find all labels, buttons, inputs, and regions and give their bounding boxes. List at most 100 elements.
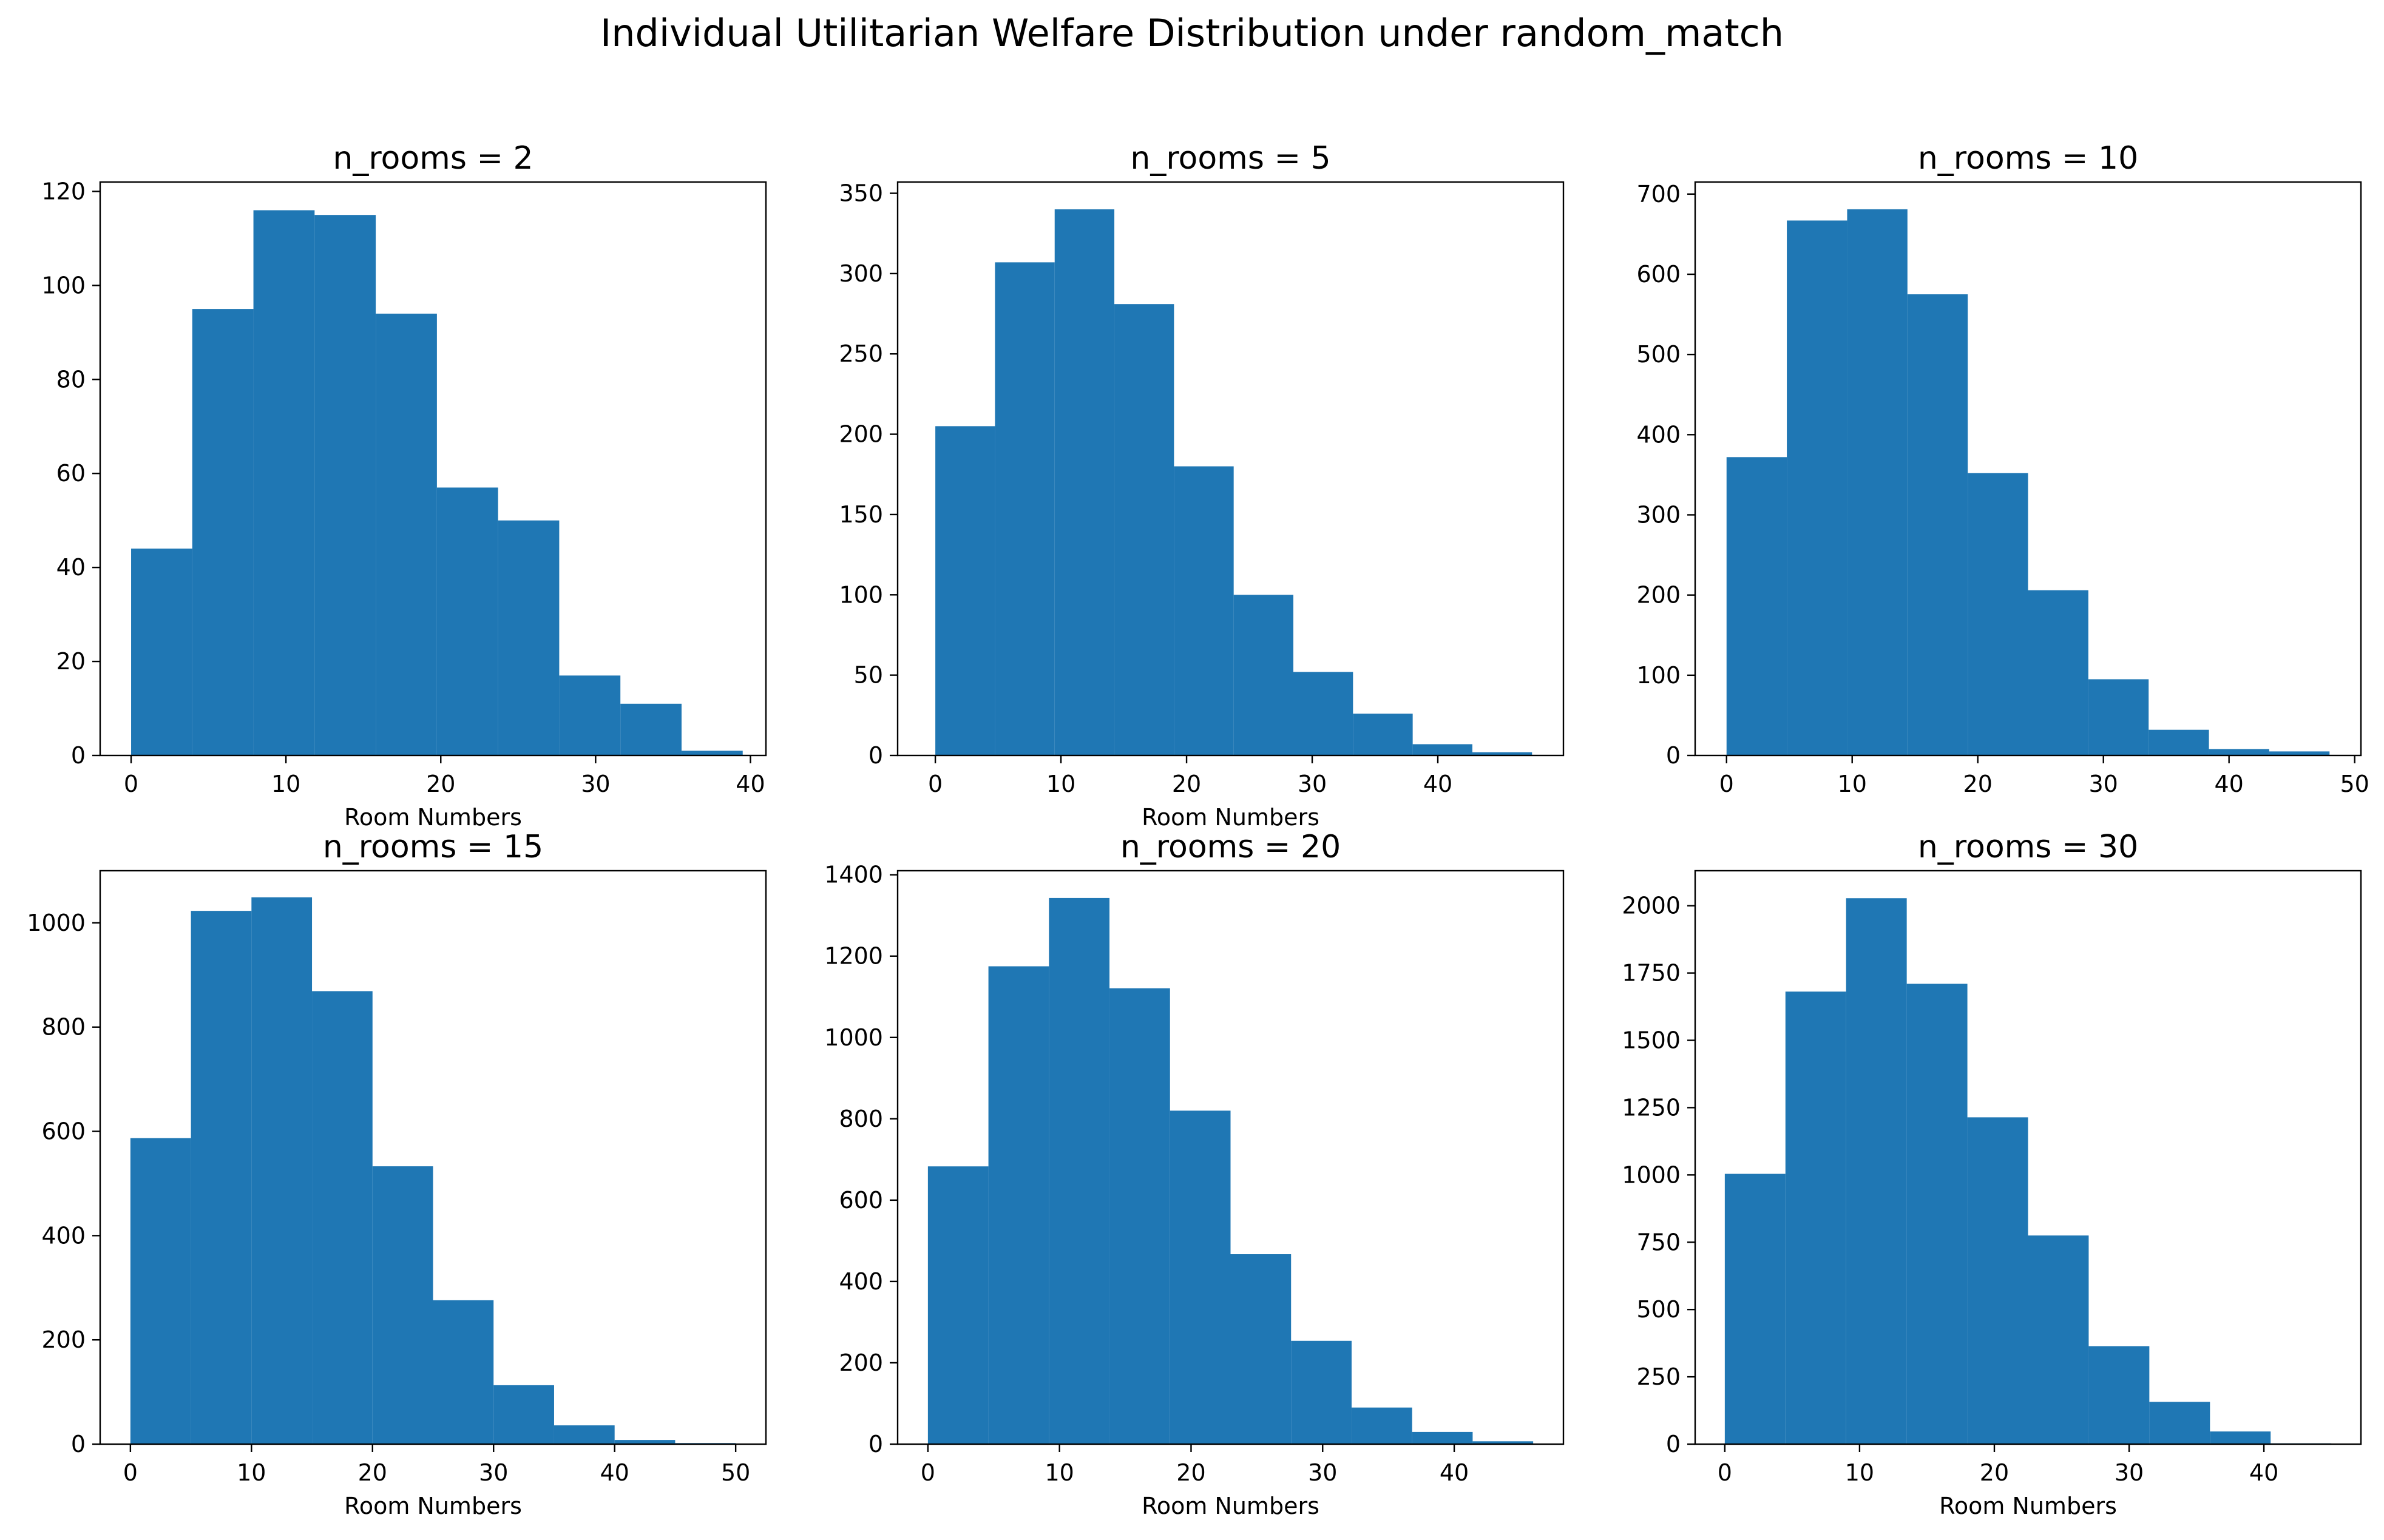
y-tick-label: 750 [1636, 1229, 1681, 1255]
panel-title: n_rooms = 10 [1918, 140, 2138, 177]
histogram-bar [192, 309, 254, 755]
histogram-bar [1968, 473, 2028, 755]
y-tick-label: 600 [41, 1118, 86, 1145]
histogram-bar [1785, 991, 1846, 1444]
x-axis-label: Room Numbers [1142, 804, 1319, 831]
x-tick-label: 40 [1423, 771, 1452, 797]
y-tick-label: 350 [839, 180, 883, 207]
x-tick-label: 0 [928, 771, 943, 797]
x-tick-label: 10 [1845, 1459, 1874, 1486]
y-tick-label: 1000 [824, 1024, 883, 1051]
histogram-bar [130, 1138, 191, 1444]
x-tick-label: 30 [1298, 771, 1327, 797]
histogram-bar [131, 549, 192, 755]
y-tick-label: 250 [839, 340, 883, 367]
x-tick-label: 20 [1172, 771, 1201, 797]
histogram-panel-3: 0 10 20 30 40 500100200300400500600700n_rooms… [1636, 140, 2369, 797]
x-tick-label: 40 [2249, 1459, 2278, 1486]
x-tick-label: 20 [1176, 1459, 1205, 1486]
panel-title: n_rooms = 30 [1918, 829, 2138, 865]
x-tick-label: 20 [1963, 771, 1993, 797]
y-tick-label: 500 [1636, 1296, 1681, 1323]
y-tick-label: 200 [839, 421, 883, 448]
histogram-bar [1907, 294, 1968, 755]
histogram-bar [2149, 1402, 2210, 1444]
x-tick-label: 10 [237, 1459, 266, 1486]
x-tick-label: 30 [479, 1459, 508, 1486]
y-tick-label: 0 [1666, 742, 1681, 769]
histogram-panel-5: 0 10 20 30 400200400600800100012001400n_room… [824, 829, 1565, 1519]
panel-title: n_rooms = 15 [323, 829, 543, 865]
histogram-bar [995, 262, 1055, 756]
histogram-bar [376, 313, 437, 755]
x-tick-label: 20 [426, 771, 455, 797]
axes-frame [1694, 181, 2362, 757]
histogram-bar [2088, 679, 2149, 755]
histogram-panel-4: 0 10 20 30 40 50 0 200 400 600 800 1000 n_rooms = 15… [27, 829, 767, 1519]
x-tick-label: 30 [581, 771, 610, 797]
x-tick-label: 10 [1046, 771, 1075, 797]
axes-frame [896, 870, 1565, 1445]
y-tick-label: 1000 [1622, 1161, 1681, 1188]
y-tick-label: 400 [839, 1268, 883, 1295]
histogram-bar [681, 751, 743, 755]
histogram-bar [620, 703, 682, 755]
histogram-bar [1233, 595, 1293, 755]
histogram-bar [1353, 714, 1413, 755]
x-tick-label: 20 [1980, 1459, 2009, 1486]
y-tick-label: 200 [839, 1349, 883, 1376]
y-tick-label: 600 [839, 1187, 883, 1214]
y-tick-label: 2000 [1622, 893, 1681, 919]
x-tick-label: 40 [736, 771, 765, 797]
histogram-bar [436, 487, 498, 755]
histogram-bar [1049, 897, 1110, 1444]
histogram-bar [498, 520, 560, 755]
histogram-bar [314, 215, 376, 755]
panel-title: n_rooms = 2 [333, 140, 533, 177]
y-tick-label: 600 [1636, 261, 1681, 288]
histogram-bar [1472, 752, 1532, 755]
x-tick-label: 10 [1838, 771, 1867, 797]
histogram-bar [1230, 1254, 1292, 1444]
histogram-bar [2269, 751, 2330, 755]
histogram-bar [1293, 672, 1353, 755]
histogram-bar [1906, 984, 1968, 1444]
axes-frame [1694, 870, 2362, 1445]
histogram-bar [559, 675, 621, 755]
axes-frame [99, 870, 767, 1445]
x-axis-label: Room Numbers [1939, 1493, 2117, 1519]
y-tick-label: 100 [839, 581, 883, 608]
histogram-bar [1109, 988, 1170, 1444]
histogram-bar [2028, 1235, 2089, 1444]
x-tick-label: 0 [123, 1459, 138, 1486]
x-tick-label: 20 [358, 1459, 387, 1486]
histogram-bar [988, 966, 1049, 1444]
x-axis-label: Room Numbers [1142, 1493, 1319, 1519]
y-tick-label: 250 [1636, 1363, 1681, 1390]
x-tick-label: 10 [271, 771, 300, 797]
y-tick-label: 1250 [1622, 1094, 1681, 1121]
y-tick-label: 500 [1636, 341, 1681, 368]
y-tick-label: 100 [41, 272, 86, 299]
histogram-bar [1846, 898, 1907, 1444]
y-tick-label: 300 [839, 260, 883, 287]
y-tick-label: 100 [1636, 662, 1681, 689]
histogram-bar [1412, 744, 1472, 755]
histogram-bar [554, 1425, 615, 1444]
x-tick-label: 50 [2340, 771, 2369, 797]
y-tick-label: 800 [41, 1014, 86, 1041]
histogram-bar [1472, 1441, 1534, 1444]
y-tick-label: 1200 [824, 943, 883, 970]
x-tick-label: 0 [124, 771, 138, 797]
y-tick-label: 150 [839, 501, 883, 528]
y-tick-label: 120 [41, 178, 86, 204]
histogram-bar [1726, 457, 1787, 755]
y-tick-label: 60 [56, 460, 86, 487]
axes-frame [99, 181, 767, 757]
y-tick-label: 20 [56, 648, 86, 675]
y-tick-label: 200 [1636, 582, 1681, 609]
histogram-bar [493, 1385, 554, 1444]
histogram-bar [1291, 1340, 1352, 1444]
x-tick-label: 10 [1045, 1459, 1074, 1486]
